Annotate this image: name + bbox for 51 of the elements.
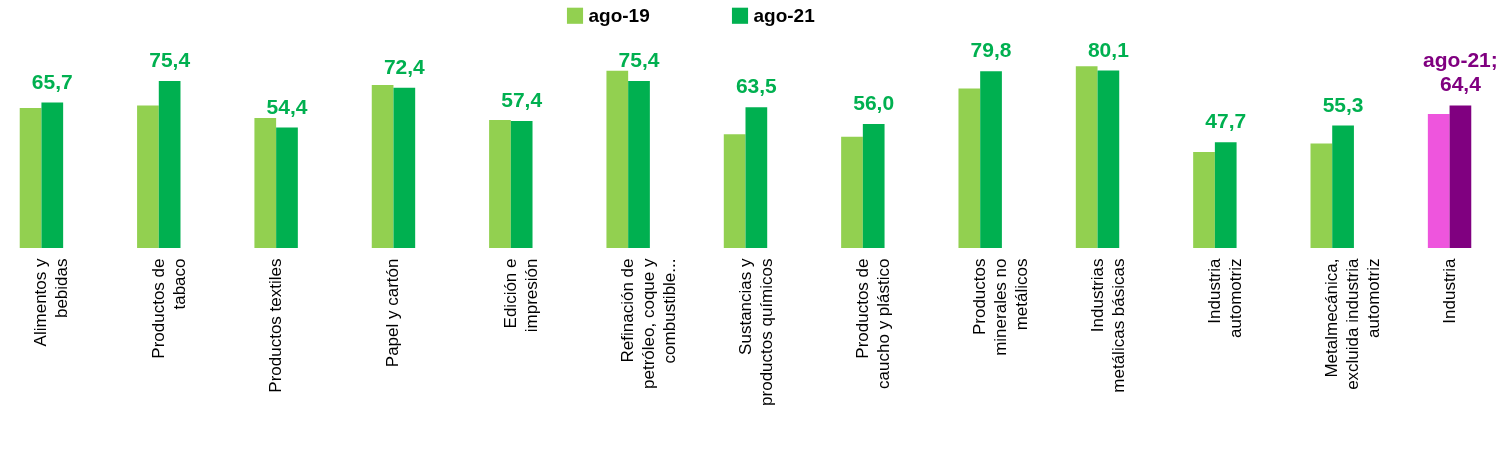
bar [393, 87, 416, 248]
bar [1427, 114, 1450, 248]
x-tick-label: Metalmecánica, excluida industria automotriz [1322, 257, 1384, 390]
legend-label: ago-19 [588, 4, 650, 26]
data-label: 80,1 [1087, 37, 1130, 61]
bar [606, 70, 629, 248]
x-tick-label: Edición e impresión [500, 258, 541, 333]
data-label: 47,7 [1205, 109, 1247, 133]
bar [510, 120, 533, 248]
bar [1075, 66, 1098, 248]
bar [1214, 142, 1237, 248]
data-label: 65,7 [31, 69, 73, 93]
bar [980, 71, 1002, 248]
bar [723, 134, 746, 248]
data-label: 54,4 [266, 94, 308, 118]
bar [1097, 70, 1120, 248]
bar [158, 81, 181, 248]
bar [276, 127, 298, 248]
bar [254, 118, 277, 248]
bar [1193, 151, 1215, 248]
data-label: 75,4 [618, 48, 660, 72]
data-label: 57,4 [501, 87, 543, 111]
data-label: 63,5 [735, 74, 778, 98]
x-tick-label: Refinación de petróleo, coque y combustible... [618, 258, 680, 389]
x-tick-label: Papel y cartón [383, 258, 403, 368]
x-tick-label: Alimentos y bebidas [31, 258, 72, 347]
x-tick-label: Industria automotriz [1204, 257, 1245, 338]
data-label: 56,0 [853, 90, 895, 114]
bar [958, 88, 981, 248]
bar [862, 123, 885, 248]
bar [137, 105, 159, 248]
bar [371, 85, 394, 248]
legend-label: ago-21 [753, 4, 816, 26]
data-label: 72,4 [383, 54, 426, 78]
bar [19, 108, 42, 248]
bar [628, 81, 650, 248]
bar [1332, 125, 1354, 248]
bar [1449, 105, 1472, 248]
bar [1310, 143, 1333, 248]
data-label: 75,4 [149, 48, 191, 72]
data-label: 79,8 [970, 38, 1012, 62]
x-tick-label: Productos minerales no metálicos [970, 258, 1032, 356]
bar [489, 120, 511, 248]
bar [41, 102, 64, 248]
bar [745, 107, 768, 248]
x-tick-label: Productos de tabaco [148, 258, 189, 359]
data-label: ago-21; 64,4 [1423, 48, 1498, 96]
x-tick-label: Productos textiles [266, 258, 286, 393]
bar [841, 136, 863, 248]
x-tick-label: Industria [1439, 257, 1459, 324]
data-label: 55,3 [1322, 92, 1364, 116]
